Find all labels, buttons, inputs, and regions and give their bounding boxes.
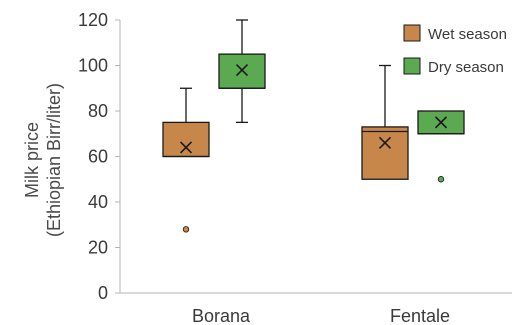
x-category-label: Fentale (390, 306, 450, 325)
plot-area: 0 20 40 60 80 100 120 Borana Fentale (78, 10, 512, 325)
y-axis-title: Milk price (Ethiopian Birr/liter) (22, 83, 64, 237)
y-tick-label: 100 (78, 56, 108, 76)
y-tick-label: 80 (88, 101, 108, 121)
y-tick-label: 0 (98, 283, 108, 303)
box (218, 53, 266, 89)
legend-label: Dry season (428, 59, 504, 76)
y-tick-label: 40 (88, 192, 108, 212)
outlier-point (437, 176, 445, 183)
y-tick-label: 120 (78, 10, 108, 30)
mean-marker (378, 136, 392, 149)
legend-swatch (403, 57, 421, 75)
legend-label: Wet season (428, 26, 507, 43)
mean-marker (235, 63, 249, 77)
y-axis-title-line-2: (Ethiopian Birr/liter) (44, 83, 64, 237)
y-tick-label: 60 (88, 147, 108, 167)
mean-marker (179, 141, 193, 154)
outlier-point (182, 226, 190, 233)
box (361, 126, 409, 180)
mean-marker (434, 116, 448, 129)
y-tick-label: 20 (88, 238, 108, 258)
y-axis-title-line-1: Milk price (22, 122, 42, 198)
legend-swatch (403, 24, 421, 42)
legend: Wet season Dry season (403, 24, 507, 76)
box (162, 121, 210, 158)
x-category-label: Borana (192, 306, 251, 325)
